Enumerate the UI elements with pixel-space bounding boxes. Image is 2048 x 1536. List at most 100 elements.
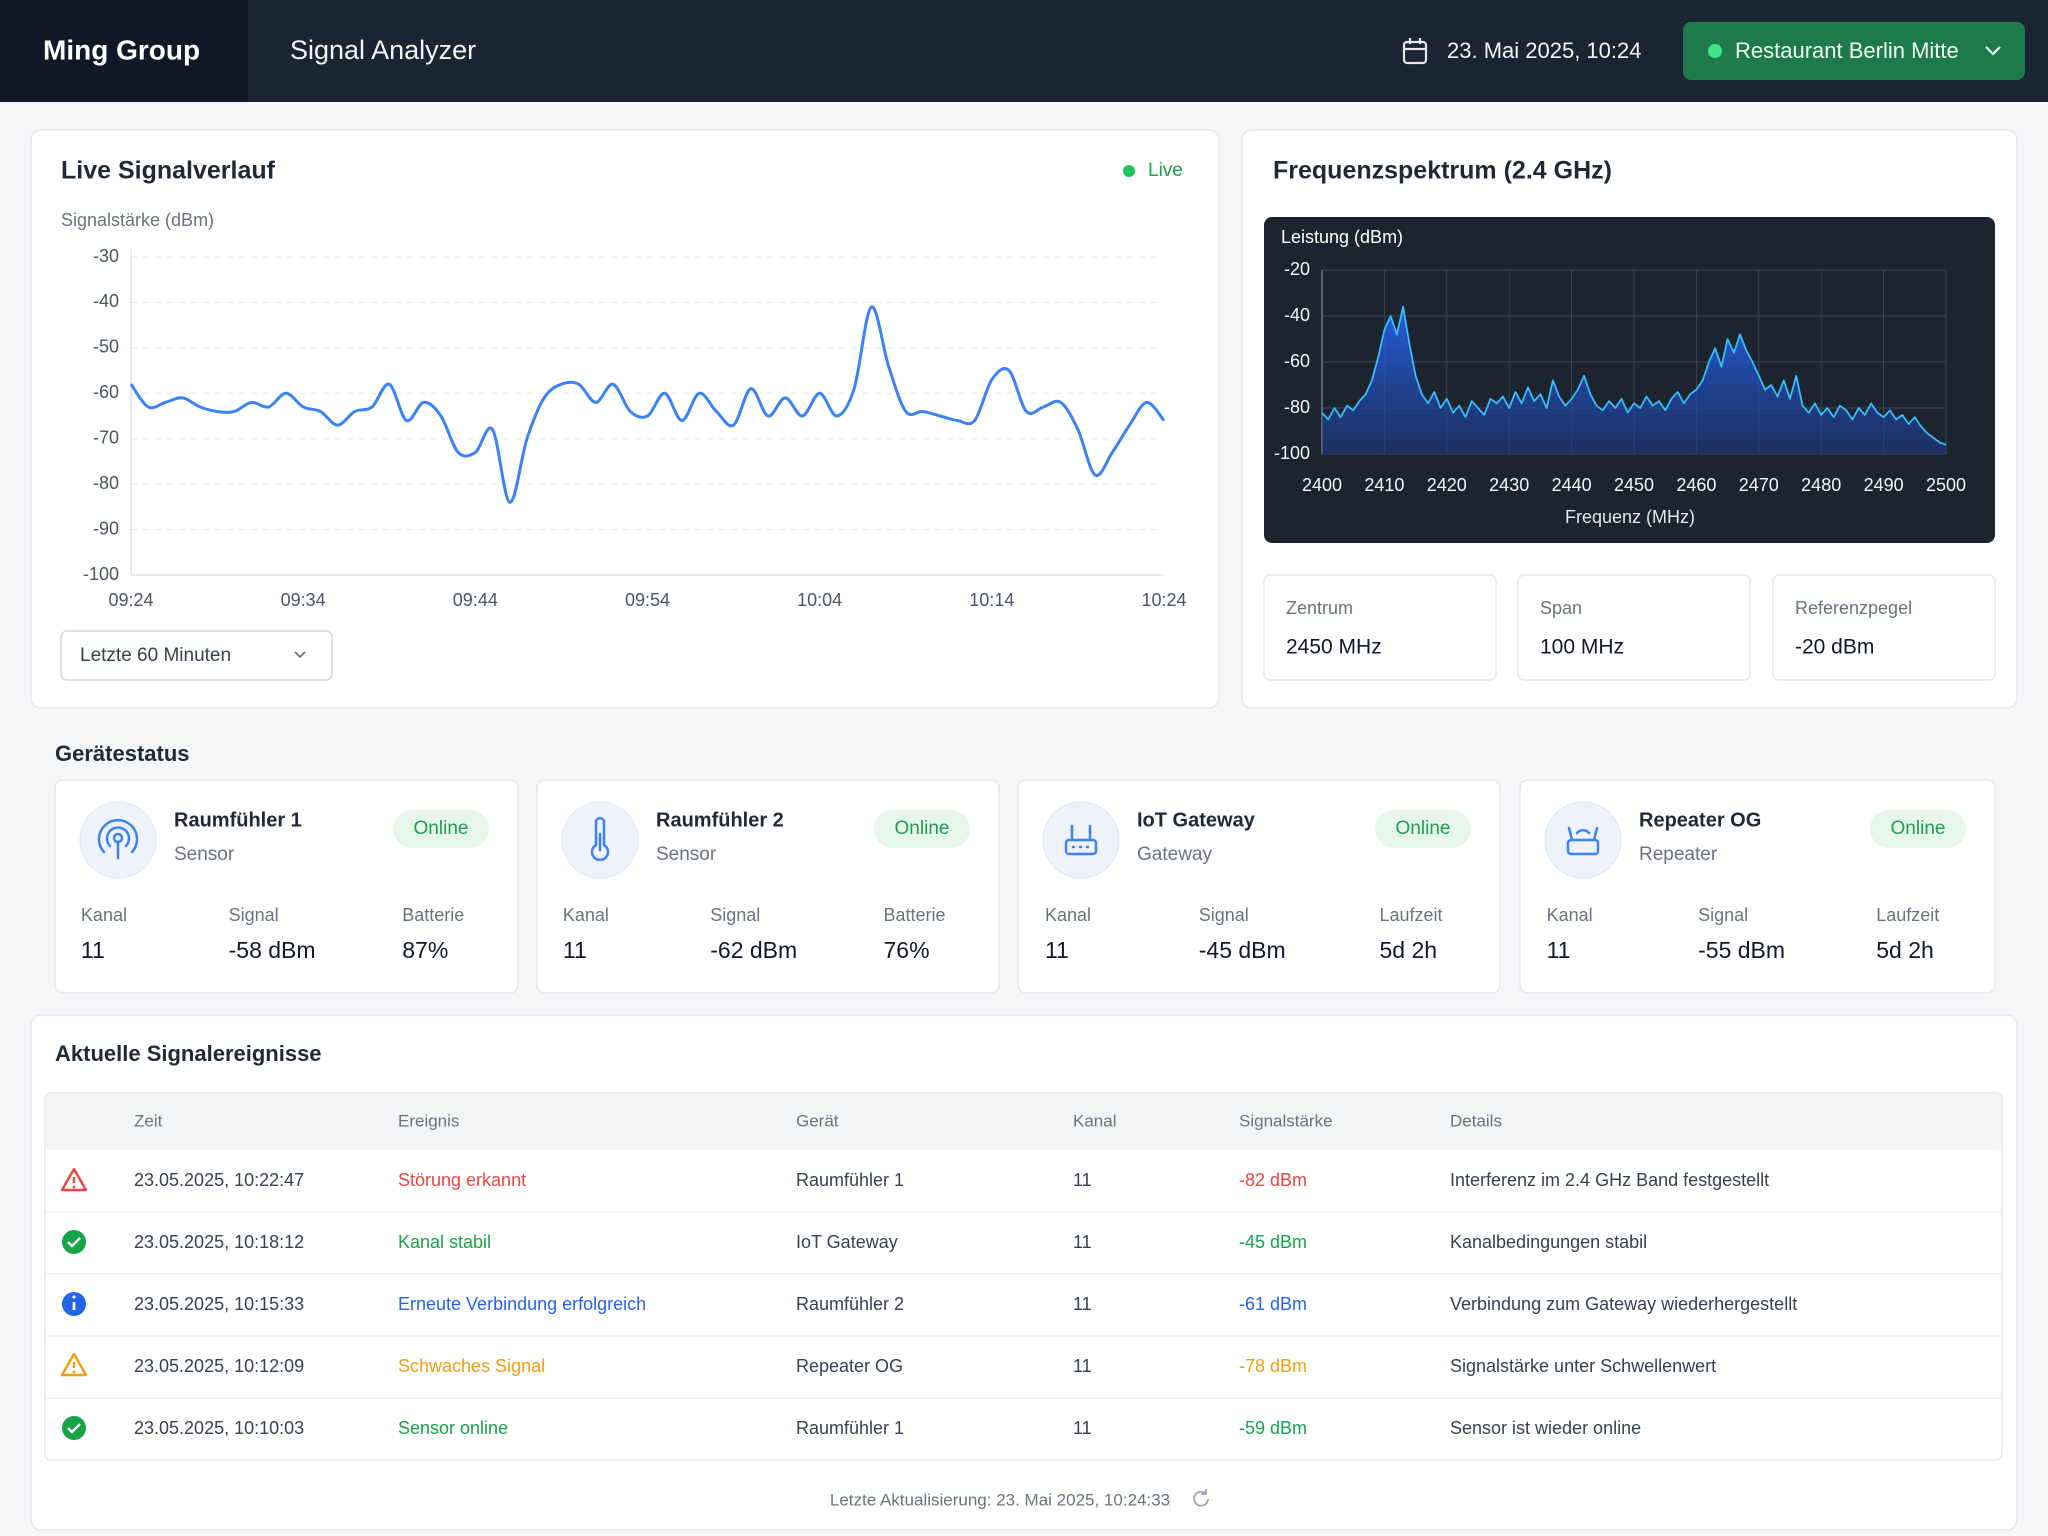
cell: Kanal stabil — [398, 1232, 491, 1252]
location-name[interactable]: Restaurant Berlin Mitte — [1735, 38, 1959, 63]
cell: -45 dBm — [1239, 1232, 1307, 1252]
y-tick-label: -60 — [93, 382, 119, 402]
cell: Schwaches Signal — [398, 1356, 545, 1376]
x-tick-label: 2500 — [1926, 475, 1966, 495]
location-select[interactable]: Restaurant Berlin Mitte — [1683, 22, 2025, 80]
y-axis-label: Signalstärke (dBm) — [61, 210, 214, 230]
cell: -78 dBm — [1239, 1356, 1307, 1376]
datetime: 23. Mai 2025, 10:24 — [1447, 38, 1641, 63]
metric-value: 11 — [563, 937, 587, 963]
cell: Interferenz im 2.4 GHz Band festgestellt — [1450, 1170, 1769, 1190]
select-box[interactable] — [60, 630, 333, 681]
cell: 11 — [1073, 1418, 1092, 1438]
live-status: Live — [1148, 160, 1183, 181]
x-tick-label: 10:24 — [1141, 590, 1186, 610]
calendar-icon — [1402, 38, 1428, 65]
metric-label: Laufzeit — [1876, 905, 1939, 925]
x-tick-label: 2430 — [1489, 475, 1529, 495]
metric-label: Signal — [1199, 905, 1249, 925]
repeater-icon — [1566, 826, 1600, 856]
device-status: Online — [895, 818, 950, 839]
refresh-button[interactable] — [1193, 1489, 1209, 1507]
column-header: Ereignis — [398, 1111, 459, 1130]
range-select[interactable]: Letzte 60 Minuten — [60, 630, 333, 681]
x-tick-label: 09:44 — [453, 590, 498, 610]
device-name: Raumfühler 1 — [174, 809, 302, 831]
x-tick-label: 09:24 — [108, 590, 153, 610]
x-axis-label: Frequenz (MHz) — [1565, 507, 1695, 527]
x-tick-label: 2470 — [1739, 475, 1779, 495]
device-type: Sensor — [656, 844, 717, 865]
cell: 11 — [1073, 1232, 1092, 1252]
thermometer-icon — [590, 816, 610, 862]
metric-label: Batterie — [884, 905, 946, 925]
check-icon — [62, 1416, 86, 1440]
metric-label: Signal — [229, 905, 279, 925]
y-tick-label: -100 — [1274, 443, 1310, 463]
device-name: IoT Gateway — [1137, 809, 1256, 831]
x-tick-label: 2450 — [1614, 475, 1654, 495]
column-header: Gerät — [796, 1111, 839, 1130]
section-title: Gerätestatus — [55, 741, 190, 766]
metric-value: 5d 2h — [1876, 937, 1934, 963]
warning-icon — [60, 1352, 88, 1377]
y-tick-label: -80 — [1284, 397, 1310, 417]
location-button[interactable] — [1683, 22, 2025, 80]
y-tick-label: -60 — [1284, 351, 1310, 371]
cell: IoT Gateway — [796, 1232, 898, 1252]
y-tick-label: -50 — [93, 337, 119, 357]
x-tick-label: 09:54 — [625, 590, 670, 610]
chevron — [1985, 46, 2001, 56]
cell: Kanalbedingungen stabil — [1450, 1232, 1647, 1252]
metric-label: Batterie — [402, 905, 464, 925]
y-tick-label: -100 — [83, 564, 119, 584]
cell: Repeater OG — [796, 1356, 903, 1376]
stat-value: 2450 MHz — [1286, 636, 1382, 659]
location-dot — [1708, 44, 1722, 58]
metric-label: Signal — [1698, 905, 1748, 925]
status-pill — [1870, 810, 1966, 848]
card-title: Live Signalverlauf — [61, 157, 276, 185]
metric-label: Signal — [710, 905, 760, 925]
app-title: Signal Analyzer — [290, 35, 476, 65]
cell: Verbindung zum Gateway wiederhergestellt — [1450, 1294, 1797, 1314]
cell: Signalstärke unter Schwellenwert — [1450, 1356, 1716, 1376]
metric-value: -58 dBm — [229, 937, 316, 963]
table-header — [46, 1094, 2001, 1150]
live-card — [30, 129, 1220, 709]
x-tick-label: 2480 — [1801, 475, 1841, 495]
cell: 23.05.2025, 10:22:47 — [134, 1170, 304, 1190]
metric-label: Kanal — [81, 905, 127, 925]
metric-value: 11 — [81, 937, 105, 963]
y-tick-label: -20 — [1284, 259, 1310, 279]
x-tick-label: 10:04 — [797, 590, 842, 610]
column-header: Zeit — [134, 1111, 163, 1130]
metric-value: 11 — [1547, 937, 1571, 963]
spectrum-line — [1321, 305, 1947, 446]
spectrum-area — [1322, 306, 1946, 454]
stat-box — [1263, 574, 1497, 681]
select-value[interactable]: Letzte 60 Minuten — [80, 645, 231, 666]
device-icon-bg — [79, 801, 157, 879]
cell: 11 — [1073, 1170, 1092, 1190]
metric-value: -62 dBm — [710, 937, 797, 963]
x-tick-label: 2410 — [1364, 475, 1404, 495]
metric-label: Kanal — [1045, 905, 1091, 925]
y-tick-label: -90 — [93, 518, 119, 538]
metric-label: Kanal — [563, 905, 609, 925]
x-tick-label: 2460 — [1676, 475, 1716, 495]
stat-box — [1517, 574, 1751, 681]
y-tick-label: -30 — [93, 246, 119, 266]
x-tick-label: 2490 — [1864, 475, 1904, 495]
cell: Sensor ist wieder online — [1450, 1418, 1641, 1438]
cell: 11 — [1073, 1294, 1092, 1314]
cell: Sensor online — [398, 1418, 508, 1438]
y-tick-label: -80 — [93, 473, 119, 493]
cell: 23.05.2025, 10:12:09 — [134, 1356, 304, 1376]
signal-line — [129, 305, 1166, 504]
cell: Raumfühler 2 — [796, 1294, 904, 1314]
column-header: Kanal — [1073, 1111, 1116, 1130]
y-tick-label: -40 — [93, 291, 119, 311]
